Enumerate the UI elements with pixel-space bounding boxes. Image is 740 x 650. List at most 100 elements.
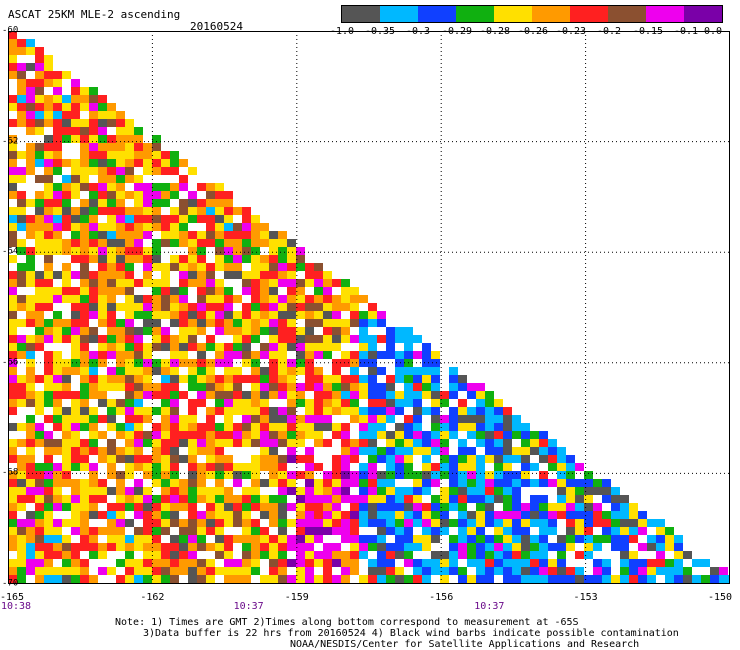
swath-cell — [377, 367, 386, 375]
swath-cell — [116, 215, 125, 223]
swath-cell — [323, 559, 332, 567]
swath-cell — [107, 503, 116, 511]
swath-cell — [62, 183, 71, 191]
swath-cell — [665, 543, 674, 551]
swath-cell — [557, 471, 566, 479]
swath-cell — [53, 127, 62, 135]
map-date: 20160524 — [190, 20, 243, 33]
swath-cell — [476, 471, 485, 479]
swath-cell — [242, 231, 251, 239]
swath-cell — [251, 239, 260, 247]
swath-cell — [170, 295, 179, 303]
swath-cell — [206, 439, 215, 447]
swath-cell — [233, 207, 242, 215]
swath-cell — [242, 471, 251, 479]
swath-cell — [692, 575, 701, 583]
swath-cell — [179, 311, 188, 319]
swath-cell — [53, 271, 62, 279]
swath-cell — [377, 415, 386, 423]
swath-cell — [134, 199, 143, 207]
swath-cell — [125, 551, 134, 559]
swath-cell — [377, 311, 386, 319]
swath-cell — [8, 191, 17, 199]
swath-cell — [53, 111, 62, 119]
swath-cell — [575, 551, 584, 559]
swath-cell — [161, 391, 170, 399]
swath-cell — [44, 271, 53, 279]
swath-cell — [287, 407, 296, 415]
swath-cell — [161, 471, 170, 479]
swath-cell — [116, 231, 125, 239]
swath-cell — [188, 367, 197, 375]
swath-cell — [107, 191, 116, 199]
swath-cell — [71, 367, 80, 375]
swath-cell — [476, 431, 485, 439]
swath-cell — [449, 551, 458, 559]
swath-cell — [17, 279, 26, 287]
swath-cell — [107, 455, 116, 463]
swath-cell — [206, 215, 215, 223]
swath-cell — [386, 407, 395, 415]
swath-cell — [89, 487, 98, 495]
swath-cell — [170, 559, 179, 567]
swath-cell — [485, 559, 494, 567]
swath-cell — [26, 303, 35, 311]
swath-cell — [161, 183, 170, 191]
swath-cell — [296, 519, 305, 527]
swath-cell — [512, 575, 521, 583]
swath-cell — [404, 439, 413, 447]
swath-cell — [386, 471, 395, 479]
swath-cell — [161, 335, 170, 343]
swath-cell — [422, 447, 431, 455]
swath-cell — [305, 423, 314, 431]
swath-cell — [116, 111, 125, 119]
swath-cell — [224, 327, 233, 335]
swath-cell — [458, 519, 467, 527]
swath-cell — [53, 199, 62, 207]
swath-cell — [341, 487, 350, 495]
swath-cell — [179, 535, 188, 543]
swath-cell — [8, 295, 17, 303]
swath-cell — [116, 399, 125, 407]
swath-cell — [206, 183, 215, 191]
swath-cell — [323, 327, 332, 335]
swath-cell — [395, 367, 404, 375]
swath-cell — [143, 487, 152, 495]
swath-cell — [170, 391, 179, 399]
longitude-label: -165 — [0, 592, 25, 603]
swath-cell — [719, 575, 728, 583]
swath-cell — [368, 383, 377, 391]
swath-cell — [485, 575, 494, 583]
swath-cell — [80, 143, 89, 151]
swath-cell — [539, 495, 548, 503]
swath-cell — [197, 359, 206, 367]
swath-cell — [107, 543, 116, 551]
swath-cell — [71, 415, 80, 423]
swath-cell — [548, 511, 557, 519]
swath-cell — [179, 487, 188, 495]
swath-cell — [17, 247, 26, 255]
swath-cell — [485, 431, 494, 439]
swath-cell — [26, 215, 35, 223]
swath-cell — [179, 423, 188, 431]
swath-cell — [467, 431, 476, 439]
swath-cell — [584, 471, 593, 479]
swath-cell — [242, 431, 251, 439]
swath-cell — [269, 383, 278, 391]
swath-cell — [152, 279, 161, 287]
swath-cell — [440, 431, 449, 439]
swath-cell — [44, 335, 53, 343]
swath-cell — [530, 575, 539, 583]
swath-cell — [323, 375, 332, 383]
swath-cell — [494, 407, 503, 415]
swath-cell — [260, 407, 269, 415]
swath-cell — [629, 511, 638, 519]
swath-cell — [80, 567, 89, 575]
swath-cell — [89, 191, 98, 199]
swath-cell — [98, 527, 107, 535]
swath-cell — [35, 63, 44, 71]
swath-cell — [8, 287, 17, 295]
swath-cell — [215, 383, 224, 391]
swath-cell — [575, 511, 584, 519]
swath-cell — [602, 535, 611, 543]
